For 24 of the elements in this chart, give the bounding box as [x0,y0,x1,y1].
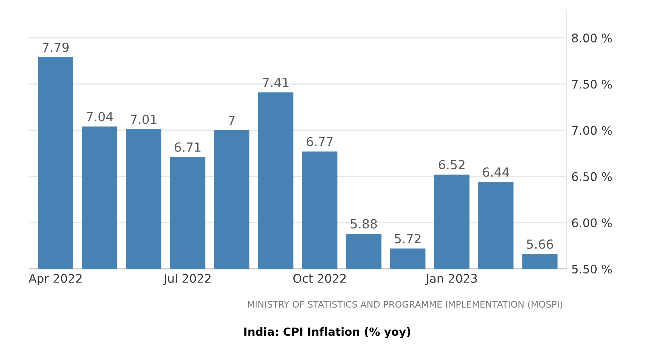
data-label: 7.79 [43,42,69,52]
data-label: 7.04 [87,112,114,122]
data-label: 5.72 [395,234,421,244]
text: India: CPI Inflation (% yoy) [244,328,410,338]
x-tick-label: Jul 2022 [163,274,211,286]
y-tick-label: 7.00 % [572,126,612,136]
y-tick-label: 7.50 % [572,80,612,89]
data-label: 7 [229,116,235,126]
y-tick-label: 6.50 % [572,172,612,182]
data-label: 6.52 [439,160,465,170]
text: MINISTRY OF STATISTICS AND PROGRAMME IMPLEMENTATION (MOSPI) [248,300,563,310]
x-tick-label: Apr 2022 [28,274,82,286]
x-tick-label: Oct 2022 [294,274,346,284]
y-tick-label: 6.00 % [572,218,612,228]
y-tick-label: 8.00 % [572,34,612,43]
y-tick-label: 5.50 % [572,264,612,274]
data-label: 5.66 [527,240,554,250]
data-label: 7.01 [131,114,157,124]
data-label: 6.44 [483,168,510,178]
data-label: 6.71 [174,142,201,152]
data-label: 6.77 [306,137,333,147]
data-label: 5.88 [351,219,378,229]
x-tick-label: Jan 2023 [426,274,478,286]
data-label: 7.41 [263,78,289,88]
